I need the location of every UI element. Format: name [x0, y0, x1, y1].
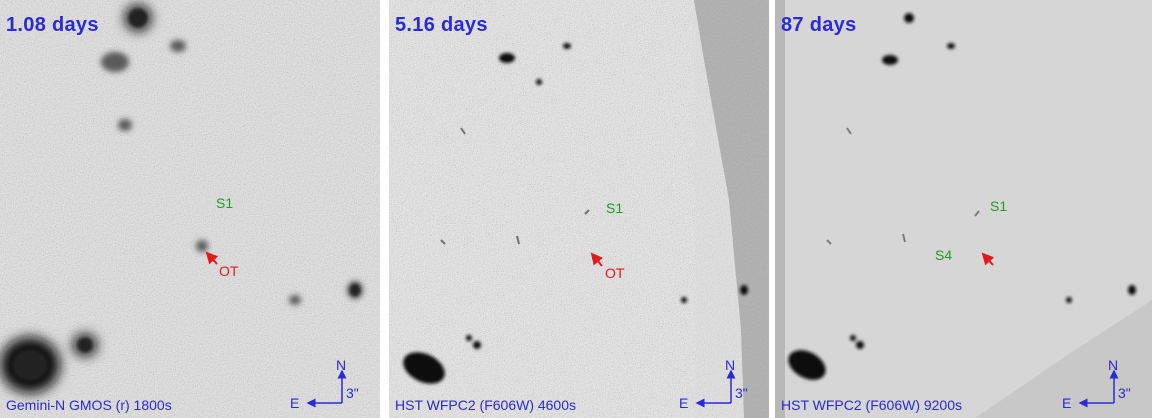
panel-2-caption: HST WFPC2 (F606W) 4600s: [395, 397, 577, 413]
compass-north-label: N: [725, 357, 736, 373]
panel-2-label-s1: S1: [606, 200, 624, 216]
panel-3-epoch: 87 days: [781, 14, 857, 36]
panel-2-label-ot: OT: [605, 265, 625, 281]
panel-1-image: [0, 0, 380, 418]
panel-3-label-s4: S4: [935, 247, 953, 263]
compass-east-label: E: [1062, 395, 1072, 411]
panel-3-label-s1: S1: [990, 198, 1008, 214]
compass-scale-label: 3": [1118, 385, 1131, 401]
compass-scale-label: 3": [346, 385, 359, 401]
panel-3-caption: HST WFPC2 (F606W) 9200s: [781, 397, 963, 413]
panel-1-epoch: 1.08 days: [6, 14, 99, 36]
panel-separator: [769, 0, 775, 418]
panel-1-caption: Gemini-N GMOS (r) 1800s: [6, 397, 172, 413]
panel-1-label-ot: OT: [219, 263, 239, 279]
panel-3-hst: 87 days S1 S4 HST WFPC2 (F606W) 9200s N …: [775, 0, 1152, 418]
panel-separator: [383, 0, 389, 418]
panel-1-gemini: 1.08 days S1 OT Gemini-N GMOS (r) 1800s …: [0, 0, 380, 418]
panel-2-image: [389, 0, 769, 418]
panel-3-image: [775, 0, 1152, 418]
compass-east-label: E: [290, 395, 300, 411]
compass-scale-label: 3": [735, 385, 748, 401]
panel-2-epoch: 5.16 days: [395, 14, 488, 36]
panel-1-compass: N E 3": [290, 323, 380, 418]
compass-east-label: E: [679, 395, 689, 411]
panel-3-compass: N E 3": [1062, 323, 1152, 418]
compass-north-label: N: [336, 357, 347, 373]
panel-2-compass: N E 3": [679, 323, 769, 418]
panel-2-hst: 5.16 days S1 OT HST WFPC2 (F606W) 4600s …: [389, 0, 769, 418]
compass-north-label: N: [1108, 357, 1119, 373]
panel-1-label-s1: S1: [216, 195, 234, 211]
